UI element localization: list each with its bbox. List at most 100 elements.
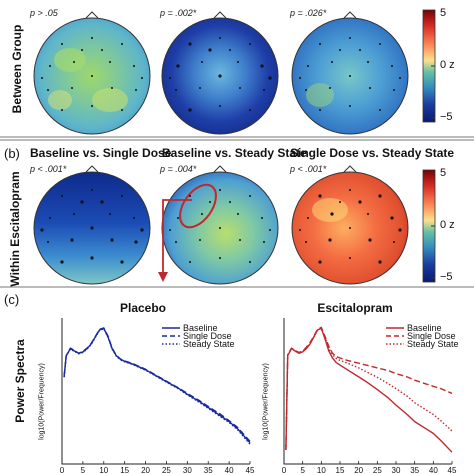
electrode <box>399 77 401 79</box>
electrode <box>249 43 251 45</box>
p-value-b2: p = .004* <box>160 164 197 174</box>
series-line-steady-state <box>63 328 251 445</box>
electrode-significant <box>120 260 124 264</box>
electrode <box>299 229 301 231</box>
electrode <box>189 261 191 263</box>
electrode-significant <box>330 212 334 216</box>
electrode <box>71 87 73 89</box>
chart-escitalopram: 0 5 10 15 20 25 30 35 40 45 <box>282 318 457 474</box>
x-tick-label: 20 <box>354 466 363 474</box>
highlight-ellipse <box>179 183 217 229</box>
x-tick-label: 40 <box>429 466 438 474</box>
electrode <box>349 189 351 191</box>
x-tick-label: 15 <box>336 466 345 474</box>
electrode <box>81 49 83 51</box>
electrode <box>109 61 111 63</box>
electrode-significant <box>378 260 382 264</box>
electrode <box>121 43 123 45</box>
electrode <box>219 37 221 39</box>
electrode <box>61 195 63 197</box>
electrode <box>349 227 351 229</box>
p-value-a3: p = .026* <box>290 8 327 18</box>
electrode <box>41 77 43 79</box>
electrode <box>141 77 143 79</box>
legend-placebo-baseline: Baseline <box>183 323 218 333</box>
x-tick-label: 45 <box>246 466 255 474</box>
p-value-a2: p = .002* <box>160 8 197 18</box>
colorbar-a-tick-0: 0 z <box>440 59 455 71</box>
electrode <box>91 105 93 107</box>
electrode-significant <box>40 228 44 232</box>
electrode <box>237 61 239 63</box>
electrode <box>369 87 371 89</box>
p-value-b3: p < .001* <box>290 164 327 174</box>
colorbar-a-tick-5: 5 <box>440 7 447 19</box>
panel-label-b: (b) <box>4 146 20 161</box>
electrode <box>73 61 75 63</box>
electrode <box>367 61 369 63</box>
electrode <box>135 89 137 91</box>
electrode <box>73 213 75 215</box>
series-line-steady-state <box>285 327 453 450</box>
electrode <box>61 43 63 45</box>
electrode-significant <box>80 200 84 204</box>
electrode-significant <box>90 226 94 230</box>
x-tick-label: 25 <box>162 466 171 474</box>
chart-placebo: 0 5 10 15 20 25 30 35 40 45 <box>60 318 255 474</box>
electrode-significant <box>176 64 180 68</box>
electrode-significant <box>70 238 74 242</box>
electrode <box>201 61 203 63</box>
electrode <box>219 257 221 259</box>
electrode <box>329 87 331 89</box>
p-value-b1: p < .001* <box>30 164 67 174</box>
electrode-significant <box>378 194 382 198</box>
electrode <box>199 87 201 89</box>
red-arrow <box>158 199 192 282</box>
electrode <box>263 89 265 91</box>
row-label-between-group: Between Group <box>10 24 24 114</box>
row-label-power-spectra: Power Spectra <box>13 339 27 423</box>
electrode <box>91 75 93 77</box>
x-tick-label: 10 <box>317 466 326 474</box>
colorbar-b <box>422 169 436 283</box>
electrode <box>101 49 103 51</box>
x-tick-label: 5 <box>300 466 305 474</box>
electrode <box>305 89 307 91</box>
electrode-significant <box>318 194 322 198</box>
electrode-significant <box>318 260 322 264</box>
electrode <box>49 65 51 67</box>
legend-placebo: Baseline Single Dose Steady State <box>162 323 235 349</box>
x-tick-label: 20 <box>141 466 150 474</box>
electrode <box>349 75 351 77</box>
x-tick-label: 35 <box>204 466 213 474</box>
electrode <box>249 195 251 197</box>
p-value-a1: p > .05 <box>30 8 58 18</box>
ylabel-escitalopram: log10(Power/Frequency) <box>262 363 270 440</box>
electrode <box>237 213 239 215</box>
electrode-significant <box>134 240 138 244</box>
electrode <box>121 109 123 111</box>
electrode <box>229 201 231 203</box>
electrode-significant <box>260 64 264 68</box>
electrode <box>367 213 369 215</box>
electrode-significant <box>328 238 332 242</box>
electrode <box>175 89 177 91</box>
map-title-b2: Baseline vs. Steady State <box>162 146 307 160</box>
electrode <box>91 37 93 39</box>
electrode <box>359 49 361 51</box>
legend-placebo-single-dose: Single Dose <box>183 331 232 341</box>
electrode-significant <box>358 200 362 204</box>
colorbar-a-tick-neg5: −5 <box>440 111 453 123</box>
electrode <box>121 195 123 197</box>
electrode <box>219 105 221 107</box>
ylabel-placebo: log10(Power/Frequency) <box>38 363 46 440</box>
electrode <box>47 89 49 91</box>
electrode <box>249 109 251 111</box>
panel-label-c: (c) <box>4 292 20 307</box>
x-tick-label: 10 <box>99 466 108 474</box>
legend-escitalopram-steady-state: Steady State <box>407 339 459 349</box>
electrode <box>307 217 309 219</box>
electrode-significant <box>90 256 94 260</box>
row-label-within-escitalopram: Within Escitalopram <box>8 171 22 287</box>
electrode <box>175 241 177 243</box>
